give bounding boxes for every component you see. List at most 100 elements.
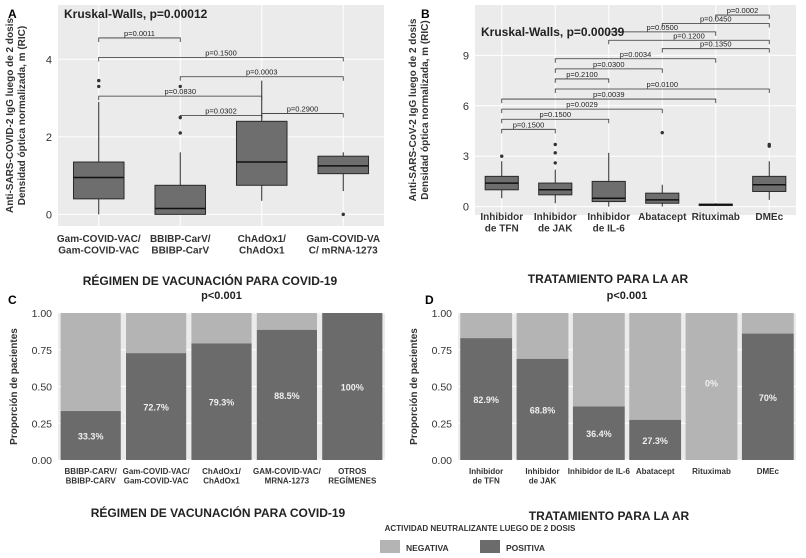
p-value-label: p=0.2900 [287,105,319,114]
outlier-point [178,84,182,89]
significance-bracket [554,68,663,73]
bar-positiva [741,333,794,460]
bar-value-label: 88.5% [274,391,300,401]
y-tick-label: 2 [46,132,52,144]
x-tick-label: Abatacept [638,212,687,223]
bar-positiva [460,338,513,460]
significance-bracket [661,23,770,28]
x-tick-label: GAM-COVID-VAC/MRNA-1273 [253,467,322,486]
box [154,184,207,215]
bar-positiva [322,313,383,460]
x-tick-label: BBIBP-CarV/BBIBP-CarV [150,234,211,257]
box [235,120,288,186]
y-tick-label: 0.75 [432,345,453,357]
bar-positiva [629,419,682,460]
y-tick-label: 0.25 [432,418,453,430]
significance-bracket [261,113,344,118]
y-tick-label: 0.00 [432,455,453,467]
x-tick-label: Inhibidor de JAK [525,467,559,486]
p-value-label: p=0.0300 [593,60,625,69]
x-tick-label: ChAdOx1/ChAdOx1 [202,467,241,486]
y-tick-label: 0.75 [32,345,53,357]
bar-positiva [516,358,569,460]
x-tick-label: Gam-COVID-VA C/ mRNA-1273 [306,234,380,257]
x-axis-label: RÉGIMEN DE VACUNACIÓN PARA COVID-19 [83,273,338,288]
kruskal-wallis-annotation: Kruskal-Walls, p=0.00012 [64,7,208,21]
x-axis-label: RÉGIMEN DE VACUNACIÓN PARA COVID-19 [91,505,346,520]
p-value-label: p=0.1500 [513,120,545,129]
significance-bracket [179,76,344,81]
significance-bracket [661,48,770,53]
bar-value-label: 68.8% [530,405,556,415]
bar-value-label: 72.7% [143,403,169,413]
box [72,161,125,200]
outlier-point [500,154,504,158]
significance-bracket [98,95,263,101]
bar-value-label: 27.3% [642,436,668,446]
outlier-point [97,84,101,89]
bar-negativa [629,313,682,420]
significance-bracket [501,98,717,104]
x-tick-label: Gam-COVID-VAC/Gam-COVID-VAC [123,467,191,486]
p-value-label: p=0.0830 [165,87,197,96]
bar-negativa [256,313,317,330]
significance-bracket [608,39,770,45]
outlier-point [178,131,182,135]
y-tick-label: 3 [463,151,469,163]
bar-negativa [516,313,569,359]
p-value-label: p=0.2100 [566,70,598,79]
y-tick-label: 9 [463,50,469,62]
panel-letter: A [8,7,17,21]
legend: ACTIVIDAD NEUTRALIZANTE LUEGO DE 2 DOSIS… [380,524,576,553]
x-tick-label: Rituximab [692,212,740,223]
bar-negativa [60,313,121,412]
box [645,192,680,204]
box [752,175,787,192]
box [538,182,573,196]
bar-positiva [191,343,252,460]
y-tick-label: 1.00 [32,308,53,320]
y-tick-label: 0.00 [32,455,53,467]
kruskal-wallis-annotation: Kruskal-Walls, p=0.00039 [481,25,625,39]
x-tick-label: Inhibidor de IL-6 [568,467,631,476]
panel-title: p<0.001 [607,290,648,302]
bar-negativa [572,313,625,407]
outlier-point [660,130,664,135]
panel-b: B0369p=0.0002p=0.0450p=0.0500p=0.1200p=0… [408,5,796,286]
panel-title: p<0.001 [201,290,242,302]
outlier-point [553,151,557,155]
bar-value-label: 36.4% [586,429,612,439]
outlier-point [767,142,771,147]
bar-value-label: 100% [341,383,364,393]
outlier-point [553,142,557,147]
y-axis-label: Proporción de pacientes [9,328,20,445]
panel-c: C 0.00 0.25 0.50 0.75 1.00 33.3% 72.7% 79.3% 88.5… [8,290,385,520]
significance-bracket [554,58,717,63]
p-value-label: p=0.0500 [647,23,679,32]
significance-bracket [554,78,610,83]
significance-bracket [608,31,717,36]
p-value-label: p=0.0003 [246,68,278,77]
panel-d: D 0.00 0.25 0.50 0.75 1.00 82.9% 68.8% 36.4% 27.3… [409,290,796,523]
x-axis-label: TRATAMIENTO PARA LA AR [529,509,690,523]
bar-positiva [572,406,625,460]
bar-positiva [126,353,187,460]
panel-a: A 0 2 4 p=0.0011 p=0.1500 p=0.0003 p=0.0830 p=0.… [5,5,384,288]
bar-value-label: 70% [759,393,777,403]
significance-bracket [501,128,556,134]
bar-positiva [60,411,121,460]
legend-title: ACTIVIDAD NEUTRALIZANTE LUEGO DE 2 DOSIS [385,524,576,533]
y-tick-label: 6 [463,101,469,113]
x-tick-label: Inhibidor de TFN [480,212,523,235]
significance-bracket [98,56,344,62]
panel-letter: D [425,293,434,307]
x-tick-label: DMEc [755,212,783,223]
legend-label-negativa: NEGATIVA [406,543,449,553]
p-value-label: p=0.0039 [593,90,625,99]
y-tick-label: 0 [46,209,52,221]
bar-positiva [256,329,317,460]
p-value-label: p=0.0002 [727,6,759,15]
box [591,180,626,203]
outlier-point [97,78,101,83]
